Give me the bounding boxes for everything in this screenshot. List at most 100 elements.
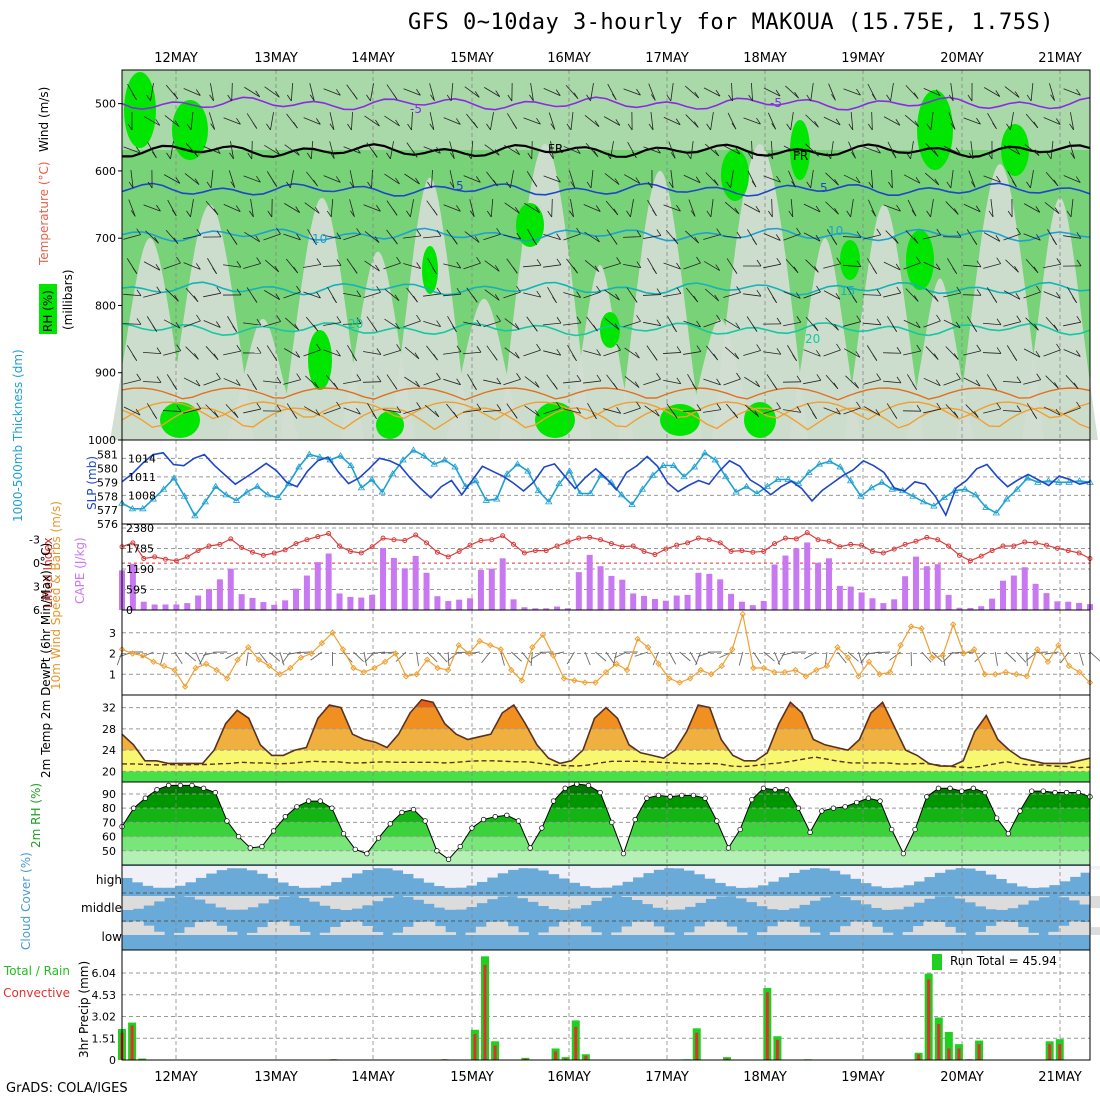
wind-barb-flag — [366, 94, 371, 102]
wind-barb — [223, 204, 241, 212]
rh-point — [469, 825, 475, 831]
wind-barb-flag — [195, 89, 201, 96]
rh-point — [527, 845, 533, 851]
wind-barb — [584, 115, 600, 127]
precip-convective-bar — [493, 1045, 497, 1060]
wind-barb — [624, 347, 640, 359]
wind-barb-flag — [415, 380, 420, 388]
wind-barb-flag — [615, 119, 621, 126]
wind-barb — [1049, 83, 1055, 101]
cloud-low-cell — [777, 921, 790, 935]
surface-wind-barb — [634, 651, 649, 657]
rh-point — [457, 843, 463, 850]
wind-barb-flag — [247, 152, 253, 160]
wind-barb-flag — [696, 345, 702, 352]
wind-barb — [688, 199, 696, 217]
surface-wind-barb — [584, 651, 591, 666]
lifted-index-point — [619, 544, 625, 550]
wind-barb-flag — [686, 152, 692, 160]
cloud-mid-cell — [996, 896, 1008, 910]
cape-bar — [641, 595, 648, 610]
wind-barb-flag — [1056, 343, 1061, 351]
rh-tick: 80 — [102, 802, 116, 815]
thickness-point — [191, 512, 199, 519]
wind-barb-flag — [1046, 152, 1052, 160]
thickness-point — [576, 489, 584, 496]
wind-barb — [925, 143, 939, 157]
wind-barb-flag — [156, 376, 162, 383]
wind-barb-flag — [1016, 227, 1021, 235]
thickness-point — [472, 477, 480, 484]
axis-label-cape: CAPE (J/kg) — [73, 537, 87, 604]
thickness-point — [149, 495, 157, 502]
wind-barb — [683, 174, 701, 184]
wind-barb — [550, 141, 554, 159]
wind-barb-flag — [652, 209, 657, 217]
wind-barb-flag — [788, 210, 794, 218]
wind-barb-flag — [156, 286, 162, 293]
isotherm-3 — [121, 227, 1091, 242]
wind-barb-flag — [755, 205, 761, 213]
cloud-low-cell — [808, 932, 821, 935]
wind-barb-flag — [876, 289, 882, 296]
wind-barb — [1070, 112, 1074, 130]
wind-speed-point — [918, 625, 925, 632]
wind-barb — [727, 112, 737, 130]
wind-speed-point — [592, 679, 599, 686]
wind-barb — [423, 293, 441, 297]
wind-barb — [403, 263, 421, 269]
cape-bar — [956, 607, 963, 610]
cloud-mid-cell — [590, 896, 602, 901]
rh-point — [212, 789, 218, 796]
cloud-high-cell — [861, 866, 873, 884]
wind-barb-flag — [209, 94, 214, 102]
date-label-top: 18MAY — [743, 51, 787, 66]
wind-speed-point — [245, 644, 252, 651]
wind-barb-flag — [414, 352, 420, 359]
wind-barb — [1023, 203, 1041, 213]
precip-convective-bar — [775, 1039, 779, 1060]
wind-barb — [743, 203, 761, 213]
series-line-slp — [121, 451, 1091, 517]
wind-barb — [904, 114, 920, 128]
cloud-low-cell — [954, 932, 967, 935]
wind-barb — [185, 346, 199, 360]
wind-barb-flag — [486, 210, 492, 218]
wind-barb-flag — [472, 383, 477, 391]
cloud-low-cell — [798, 926, 810, 935]
cloud-low-cell — [132, 921, 144, 935]
wind-barb-flag — [576, 316, 582, 324]
thickness-point — [503, 470, 511, 477]
wind-barb-flag — [656, 288, 662, 295]
cloud-low-cell — [246, 932, 259, 935]
date-label-bottom: 12MAY — [154, 1070, 198, 1085]
cape-bar — [1054, 601, 1061, 610]
cloud-low-cell — [1027, 932, 1039, 935]
wind-speed-point — [213, 666, 220, 674]
wind-barb — [323, 349, 341, 357]
wind-barb-flag — [572, 354, 577, 362]
wind-barb — [1063, 407, 1081, 415]
cloud-mid-cell — [382, 896, 394, 898]
cloud-low-cell — [996, 921, 1008, 935]
wind-speed-point — [1055, 641, 1062, 649]
wind-barb — [243, 263, 261, 269]
wind-barb-flag — [336, 349, 341, 357]
surface-wind-barb — [521, 651, 532, 664]
wind-barb-flag — [536, 258, 542, 266]
wind-barb — [504, 347, 520, 359]
wind-barb — [803, 232, 821, 242]
wind-barb-flag — [815, 234, 821, 242]
cloud-high-cell — [434, 866, 446, 887]
rh-point — [609, 819, 615, 826]
wind-barb — [469, 199, 475, 217]
wind-barb-flag — [816, 285, 821, 293]
cape-bar — [978, 606, 985, 610]
wind-barb-flag — [316, 291, 321, 299]
cloud-low-cell — [663, 932, 675, 935]
surface-wind-barb — [847, 651, 859, 662]
wind-barb — [343, 379, 361, 385]
lifted-index-point — [369, 544, 375, 550]
wind-barb-flag — [726, 181, 731, 189]
wind-barb-flag — [356, 317, 362, 324]
